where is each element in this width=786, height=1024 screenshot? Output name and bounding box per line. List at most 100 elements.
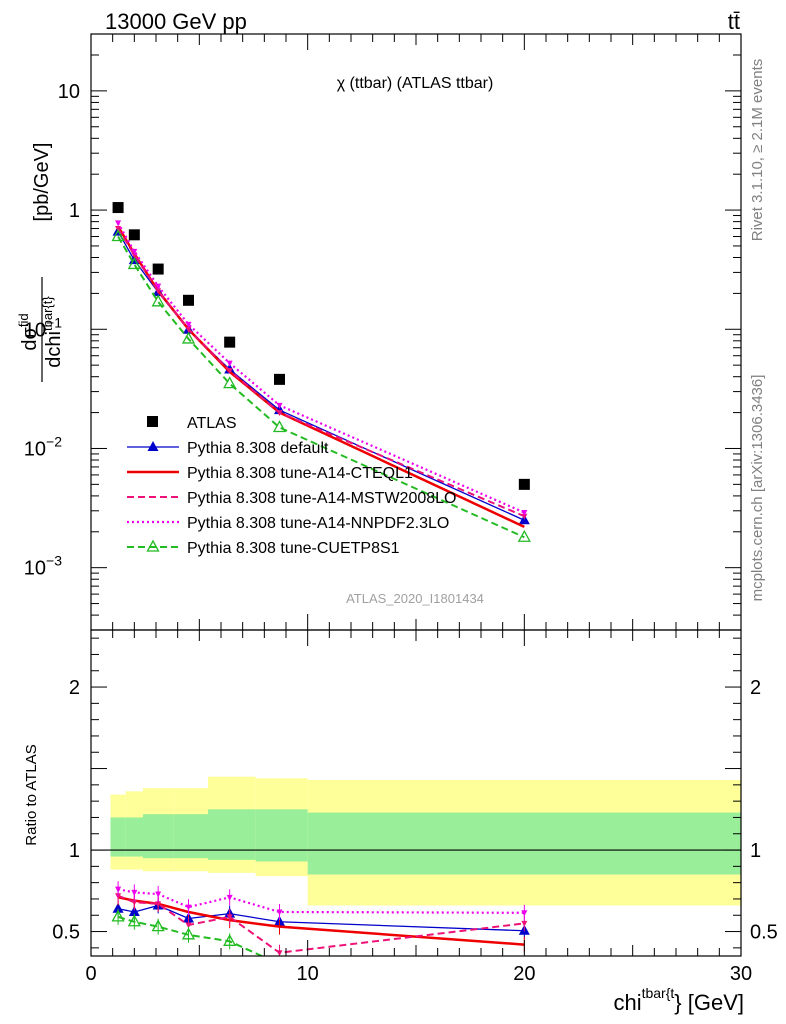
legend-label: Pythia 8.308 default (187, 440, 329, 457)
ratio-y-axis-label: Ratio to ATLAS (23, 744, 40, 845)
ratio-y-tick-label: 0.5 (52, 922, 80, 944)
ratio-inner-band (255, 809, 308, 862)
main-y-tick-label: 10 (58, 81, 80, 103)
main-y-tick-label: 10−2 (24, 433, 62, 460)
legend-entry-2: Pythia 8.308 tune-A14-CTEQL1 (127, 465, 413, 482)
main-series-point (226, 360, 233, 367)
legend-label: Pythia 8.308 tune-CUETP8S1 (187, 540, 400, 557)
x-tick-label: 0 (85, 963, 96, 985)
legend-marker (147, 441, 159, 451)
main-series-point (127, 257, 141, 270)
y-label-dsigma: dσ (19, 326, 41, 350)
ratio-series-point (276, 909, 283, 916)
ratio-y-tick-label-right: 2 (750, 677, 761, 699)
legend-label: ATLAS (187, 415, 237, 432)
atlas-data-point (183, 294, 194, 306)
ratio-series-point (115, 886, 122, 893)
main-series-point (272, 420, 287, 433)
ratio-inner-band (143, 814, 174, 859)
analysis-watermark: ATLAS_2020_I1801434 (346, 591, 484, 606)
main-series-2 (115, 226, 528, 520)
main-series-point (151, 294, 165, 307)
header-process-label: tt̄ (728, 9, 740, 34)
main-series-3 (115, 220, 528, 517)
ratio-series-2 (115, 887, 528, 956)
atlas-data-point (224, 336, 236, 348)
ratio-series-point (131, 899, 138, 906)
x-axis-label: chitbar{t} [GeV] (613, 985, 744, 1015)
ratio-series-point (226, 894, 233, 901)
main-series-point (521, 510, 528, 517)
ratio-y-tick-label-right: 0.5 (750, 922, 778, 944)
main-series-point (155, 283, 162, 290)
legend-entry-1: Pythia 8.308 default (127, 440, 329, 457)
rivet-version-note: Rivet 3.1.10, ≥ 2.1M events (749, 59, 766, 242)
x-tick-label: 30 (730, 963, 752, 985)
main-title: χ (ttbar) (ATLAS ttbar) (337, 75, 494, 92)
ratio-inner-band (110, 817, 126, 857)
main-series-point (185, 326, 192, 333)
ratio-series-point (276, 950, 283, 956)
main-series-point (276, 402, 283, 409)
main-y-tick-label: 1 (69, 200, 80, 222)
legend-label: Pythia 8.308 tune-A14-CTEQL1 (187, 465, 413, 482)
ratio-series-point (111, 909, 125, 922)
main-series-point (223, 376, 237, 389)
ratio-series-point (112, 902, 124, 913)
ratio-inner-band (173, 814, 208, 859)
ratio-inner-band (208, 809, 256, 860)
legend-entry-0: ATLAS (147, 415, 237, 432)
legend-entry-3: Pythia 8.308 tune-A14-MSTW2008LO (127, 490, 456, 507)
svg-text:dσfid: dσfid (16, 313, 41, 350)
main-series-point (185, 321, 192, 328)
ratio-y-tick-label: 1 (69, 840, 80, 862)
ratio-series-point (185, 904, 192, 911)
main-y-axis-label: dσfid dchitbar{t} [pb/GeV] (16, 143, 65, 382)
ratio-inner-band (125, 817, 143, 857)
main-series-point (115, 226, 122, 233)
ratio-series-point (128, 905, 140, 916)
ratio-series-point (521, 920, 528, 927)
ratio-series-point (151, 919, 165, 932)
legend: ATLAS Pythia 8.308 default Pythia 8.308 tu… (127, 415, 456, 557)
ratio-series-group (111, 881, 530, 968)
atlas-data-point (518, 478, 530, 490)
main-series-point (517, 529, 531, 542)
main-series-point (181, 331, 196, 344)
main-series-point (226, 368, 233, 375)
mcplots-note: mcplots.cern.ch [arXiv:1306.3436] (749, 375, 766, 602)
x-tick-label: 20 (513, 963, 535, 985)
atlas-data-points (112, 202, 530, 490)
legend-entry-5: Pythia 8.308 tune-CUETP8S1 (127, 539, 400, 557)
atlas-data-point (128, 229, 140, 241)
ratio-series-point (155, 891, 162, 898)
ratio-y-tick-label: 2 (69, 677, 80, 699)
legend-atlas-marker (147, 416, 158, 427)
ratio-series-4 (111, 908, 285, 968)
ratio-series-point (274, 958, 285, 968)
ratio-y-tick-label-right: 1 (750, 840, 761, 862)
ratio-series-point (127, 914, 141, 927)
main-y-tick-label: 10−3 (24, 553, 62, 580)
ratio-inner-band (307, 812, 741, 875)
main-series-point (115, 220, 122, 227)
main-series-point (155, 288, 162, 295)
ratio-series-point (223, 933, 237, 946)
main-series-point (111, 229, 125, 242)
ratio-series-point (131, 889, 138, 896)
ratio-series-point (181, 927, 196, 940)
ratio-series-point (521, 910, 528, 917)
atlas-data-point (152, 263, 164, 275)
legend-entry-4: Pythia 8.308 tune-A14-NNPDF2.3LO (127, 515, 449, 532)
legend-marker (146, 539, 160, 552)
ratio-series-point (155, 901, 162, 908)
main-series-line (117, 236, 525, 539)
ratio-panel: 0.5 0.51 12 20 10 20 30 Ratio to ATLAS (23, 629, 778, 985)
x-tick-label: 10 (297, 963, 319, 985)
atlas-data-point (112, 202, 124, 214)
legend-label: Pythia 8.308 tune-A14-MSTW2008LO (187, 490, 456, 507)
legend-label: Pythia 8.308 tune-A14-NNPDF2.3LO (187, 515, 449, 532)
main-y-tick-label: 10−1 (24, 314, 62, 341)
